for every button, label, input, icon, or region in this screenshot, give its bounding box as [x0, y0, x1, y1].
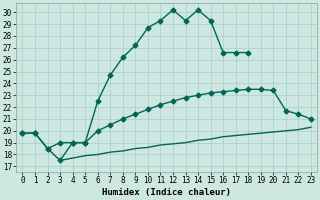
- X-axis label: Humidex (Indice chaleur): Humidex (Indice chaleur): [102, 188, 231, 197]
